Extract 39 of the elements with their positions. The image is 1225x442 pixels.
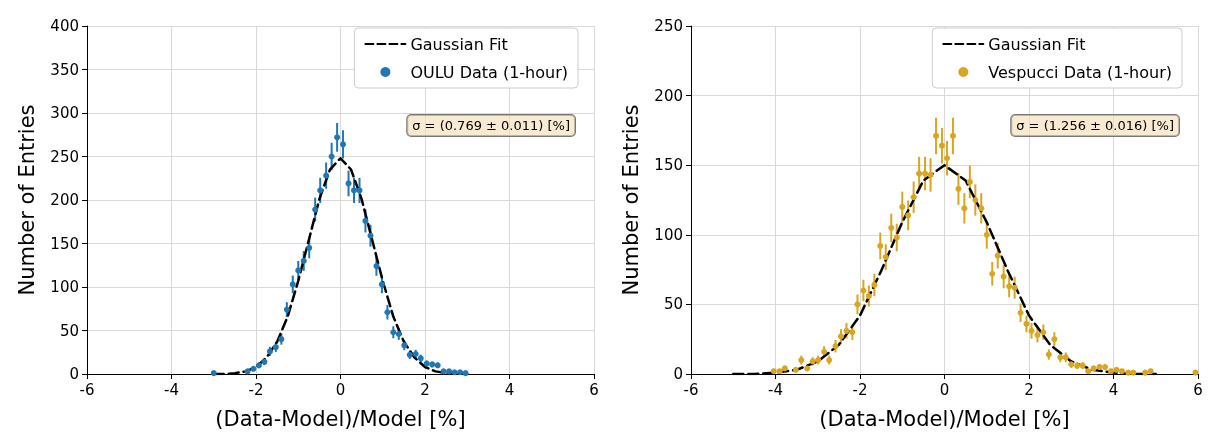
- y-tick-label: 100: [654, 225, 683, 244]
- x-tick-label: 6: [589, 380, 599, 399]
- y-axis-title: Number of Entries: [618, 104, 643, 296]
- legend-label: OULU Data (1-hour): [410, 62, 568, 82]
- x-tick-label: -4: [164, 380, 179, 399]
- x-axis-title: (Data-Model)/Model [%]: [215, 406, 466, 431]
- y-tick-label: 150: [654, 156, 683, 175]
- y-tick-label: 50: [59, 321, 79, 340]
- legend-label: Gaussian Fit: [410, 34, 508, 54]
- y-tick-label: 250: [654, 17, 683, 35]
- x-tick-label: 2: [420, 380, 430, 399]
- x-tick-label: 0: [335, 380, 346, 399]
- y-tick-label: 250: [50, 147, 79, 166]
- y-tick-label: 200: [50, 191, 79, 209]
- legend-label: Gaussian Fit: [988, 34, 1086, 54]
- x-tick-label: 4: [1108, 380, 1119, 399]
- legend-label: Vespucci Data (1-hour): [988, 62, 1173, 82]
- annotation: σ = (0.769 ± 0.011) [%]: [412, 118, 571, 133]
- x-tick-label: -2: [852, 380, 868, 399]
- y-tick-label: 350: [50, 60, 79, 79]
- x-tick-label: 2: [1024, 380, 1034, 399]
- y-tick-label: 50: [663, 295, 683, 314]
- y-tick-label: 0: [69, 365, 79, 383]
- y-tick-label: 150: [50, 234, 79, 253]
- x-tick-label: -6: [79, 380, 95, 399]
- x-tick-label: 6: [1193, 380, 1203, 399]
- y-tick-label: 200: [654, 86, 683, 105]
- x-tick-label: 0: [939, 380, 950, 399]
- x-tick-label: -6: [683, 380, 699, 399]
- y-tick-label: 0: [673, 365, 683, 383]
- x-tick-label: 4: [504, 380, 515, 399]
- y-tick-label: 400: [50, 17, 79, 35]
- x-axis-title: (Data-Model)/Model [%]: [819, 406, 1070, 431]
- y-tick-label: 300: [50, 104, 79, 122]
- y-axis-title: Number of Entries: [14, 104, 39, 296]
- x-tick-label: -4: [768, 380, 783, 399]
- annotation: σ = (1.256 ± 0.016) [%]: [1016, 118, 1175, 133]
- y-tick-label: 100: [50, 278, 79, 296]
- x-tick-label: -2: [248, 380, 264, 399]
